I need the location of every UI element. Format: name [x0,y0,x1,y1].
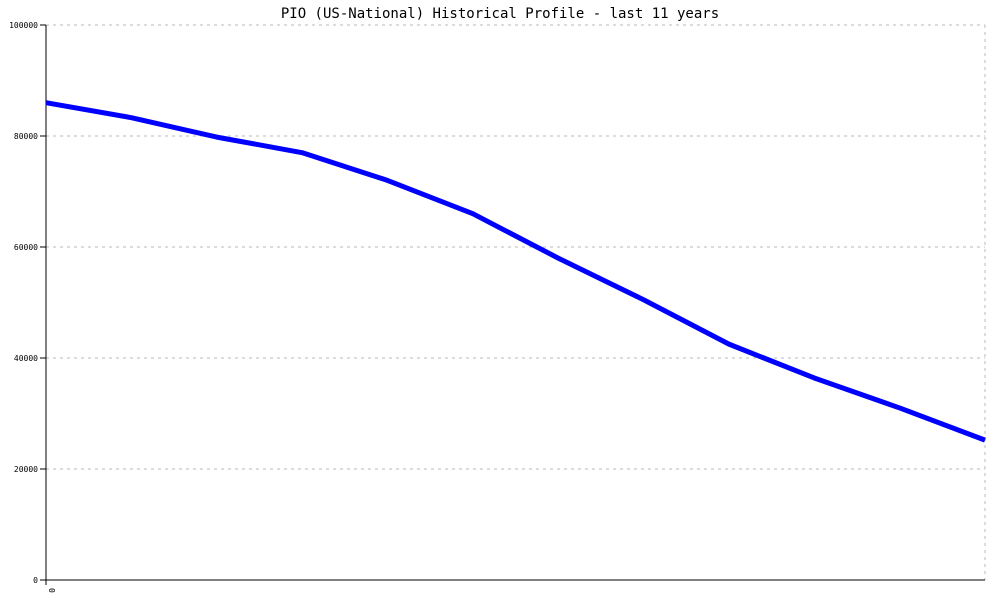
y-tick-label: 20000 [14,465,38,474]
y-tick-label: 100000 [9,21,38,30]
y-tick-label: 0 [33,576,38,585]
chart-title: PIO (US-National) Historical Profile - l… [281,6,719,22]
series-line [45,100,986,443]
y-tick-label: 40000 [14,354,38,363]
x-tick-label: 0 [47,588,56,593]
y-tick-label: 80000 [14,132,38,141]
y-tick-label: 60000 [14,243,38,252]
